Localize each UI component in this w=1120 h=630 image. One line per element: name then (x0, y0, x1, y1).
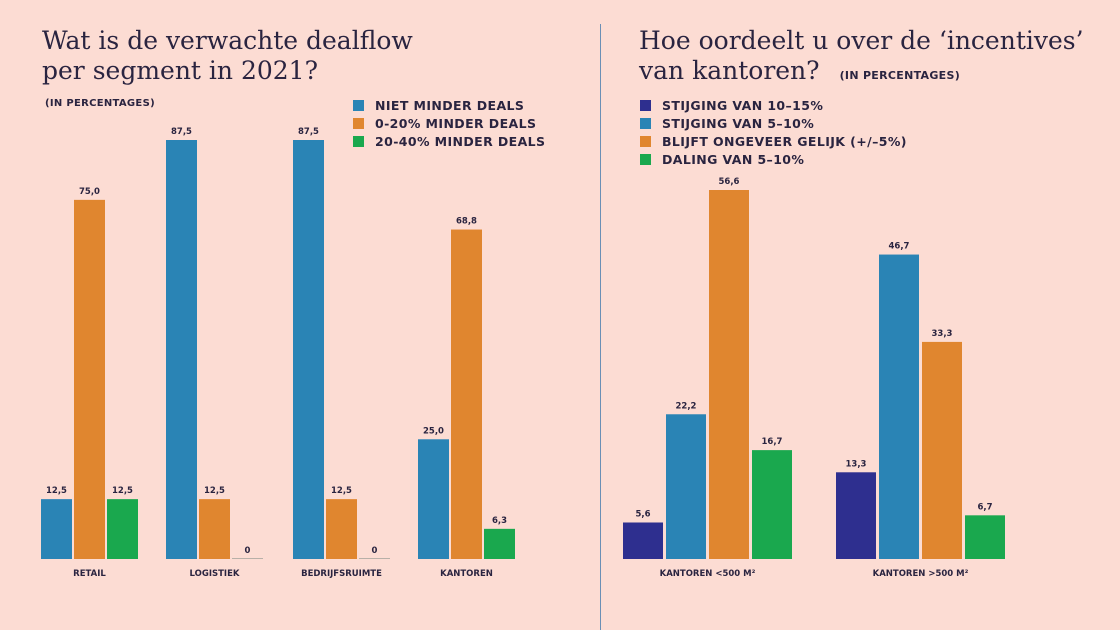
data-label: 0 (372, 546, 378, 556)
data-label: 6,3 (492, 516, 507, 526)
bar-bedrijfsruimte-20-40-minder-deals (359, 558, 390, 559)
bar-retail-20-40-minder-deals (107, 499, 138, 559)
data-label: 6,7 (977, 502, 992, 512)
category-label-kantoren-500-m: KANTOREN <500 M² (660, 569, 756, 579)
bar-kantoren-500-m-stijging-van-10-15 (836, 472, 876, 559)
data-label: 12,5 (112, 486, 133, 496)
data-label: 13,3 (846, 459, 867, 469)
bar-kantoren-500-m-blijft-ongeveer-gelijk-5 (709, 190, 749, 559)
left-chart-legend: NIET MINDER DEALS 0-20% MINDER DEALS 20-40… (353, 96, 545, 150)
category-label-kantoren-500-m: KANTOREN >500 M² (873, 569, 969, 579)
legend-swatch (640, 153, 651, 165)
bar-kantoren-20-40-minder-deals (484, 528, 515, 559)
right-title-line1: Hoe oordeelt u over de ‘incentives’ (639, 26, 1084, 55)
bar-logistiek-20-40-minder-deals (232, 558, 263, 559)
right-title-line2: van kantoren? (639, 56, 820, 85)
data-label: 68,8 (456, 217, 477, 227)
legend-label: STIJGING VAN 10–15% (662, 97, 824, 113)
category-label-retail: RETAIL (73, 569, 106, 579)
data-label: 33,3 (932, 329, 953, 339)
data-label: 75,0 (79, 187, 100, 197)
legend-swatch (353, 99, 364, 111)
data-label: 87,5 (171, 127, 192, 137)
right-units-label: (IN PERCENTAGES) (839, 69, 961, 82)
legend-label: STIJGING VAN 5–10% (662, 115, 815, 131)
bar-kantoren-0-20-minder-deals (451, 229, 482, 560)
data-label: 12,5 (204, 486, 225, 496)
data-label: 12,5 (46, 486, 67, 496)
data-label: 25,0 (423, 426, 444, 436)
data-label: 56,6 (719, 177, 740, 187)
category-label-bedrijfsruimte: BEDRIJFSRUIMTE (301, 569, 382, 579)
data-label: 22,2 (676, 401, 697, 411)
bar-kantoren-500-m-daling-van-5-10 (752, 450, 792, 559)
legend-swatch (640, 117, 651, 129)
left-bar-chart: 12,5 75,0 12,5 RETAIL 87,5 12,5 0 LOGISTIEK 87,5… (41, 127, 515, 579)
left-units-label: (IN PERCENTAGES) (45, 98, 155, 109)
bar-kantoren-500-m-daling-van-5-10 (965, 515, 1005, 559)
right-chart-legend: STIJGING VAN 10–15% STIJGING VAN 5–10% BLI… (640, 96, 907, 168)
data-label: 5,6 (635, 509, 650, 519)
bar-kantoren-niet-minder-deals (418, 439, 449, 559)
data-label: 46,7 (889, 242, 910, 252)
left-title-line1: Wat is de verwachte dealflow (42, 26, 413, 55)
bar-bedrijfsruimte-0-20-minder-deals (326, 499, 357, 559)
bar-bedrijfsruimte-niet-minder-deals (293, 140, 324, 559)
left-chart-title: Wat is de verwachte dealflow per segment… (42, 26, 413, 86)
legend-swatch (353, 135, 364, 147)
legend-item-niet-minder-deals: NIET MINDER DEALS (353, 96, 545, 114)
data-label: 12,5 (331, 486, 352, 496)
legend-item-0-20-minder-deals: 0-20% MINDER DEALS (353, 114, 545, 132)
data-label: 16,7 (762, 437, 783, 447)
legend-item-stijging-van-10-15: STIJGING VAN 10–15% (640, 96, 907, 114)
bar-retail-0-20-minder-deals (74, 199, 105, 559)
bar-logistiek-niet-minder-deals (166, 140, 197, 559)
legend-label: DALING VAN 5–10% (662, 151, 805, 167)
legend-item-daling-van-5-10: DALING VAN 5–10% (640, 150, 907, 168)
legend-label: 0-20% MINDER DEALS (375, 115, 537, 131)
legend-swatch (640, 135, 651, 147)
bar-kantoren-500-m-stijging-van-5-10 (879, 254, 919, 559)
legend-swatch (353, 117, 364, 129)
legend-label: BLIJFT ONGEVEER GELIJK (+/–5%) (662, 133, 907, 149)
legend-item-blijft-ongeveer-gelijk-5: BLIJFT ONGEVEER GELIJK (+/–5%) (640, 132, 907, 150)
bar-retail-niet-minder-deals (41, 499, 72, 559)
bar-kantoren-500-m-stijging-van-5-10 (666, 414, 706, 559)
legend-label: 20-40% MINDER DEALS (375, 133, 546, 149)
bar-logistiek-0-20-minder-deals (199, 499, 230, 559)
legend-item-20-40-minder-deals: 20-40% MINDER DEALS (353, 132, 545, 150)
data-label: 0 (245, 546, 251, 556)
bar-kantoren-500-m-stijging-van-10-15 (623, 522, 663, 559)
left-title-line2: per segment in 2021? (42, 56, 318, 85)
chart-divider (600, 24, 601, 630)
bar-kantoren-500-m-blijft-ongeveer-gelijk-5 (922, 341, 962, 559)
data-label: 87,5 (298, 127, 319, 137)
category-label-kantoren: KANTOREN (440, 569, 493, 579)
right-chart-title: Hoe oordeelt u over de ‘incentives’ van … (639, 26, 1084, 91)
legend-label: NIET MINDER DEALS (375, 97, 525, 113)
legend-item-stijging-van-5-10: STIJGING VAN 5–10% (640, 114, 907, 132)
legend-swatch (640, 99, 651, 111)
category-label-logistiek: LOGISTIEK (190, 569, 240, 579)
